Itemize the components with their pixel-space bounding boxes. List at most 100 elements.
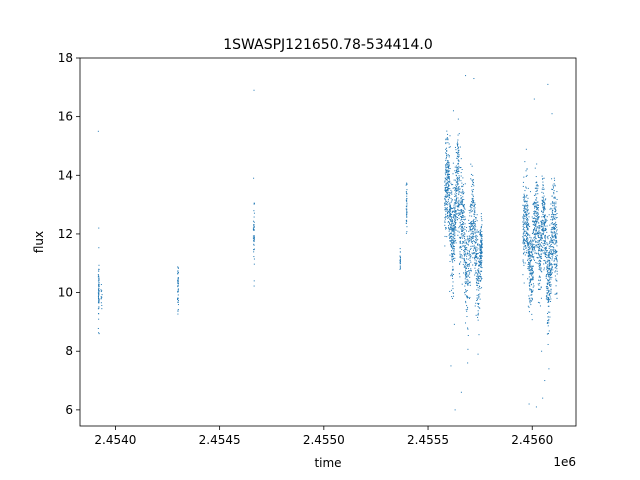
data-point — [478, 289, 480, 291]
data-point — [454, 240, 456, 242]
data-point — [460, 245, 462, 247]
data-point — [459, 237, 461, 239]
data-point — [464, 208, 466, 210]
data-point — [465, 275, 467, 277]
data-point — [467, 253, 469, 255]
data-point — [480, 227, 482, 229]
data-point — [459, 251, 461, 253]
data-point — [539, 256, 541, 258]
x-tick-label: 2.4555 — [407, 433, 449, 447]
data-point — [526, 211, 528, 213]
data-point — [471, 225, 473, 227]
data-point — [481, 234, 483, 236]
data-point — [462, 218, 464, 220]
data-point — [531, 294, 533, 296]
data-point — [472, 227, 474, 229]
data-point — [543, 267, 545, 269]
data-point — [526, 194, 528, 196]
data-point — [448, 208, 450, 210]
data-point — [253, 89, 255, 91]
data-point — [531, 278, 533, 280]
data-point — [477, 280, 479, 282]
data-point — [547, 311, 549, 313]
data-point — [447, 171, 449, 173]
data-point — [530, 259, 532, 261]
data-point — [464, 229, 466, 231]
data-point — [447, 217, 449, 219]
data-point — [447, 191, 449, 193]
data-point — [447, 183, 449, 185]
data-point — [550, 300, 552, 302]
data-point — [540, 267, 542, 269]
data-point — [527, 210, 529, 212]
data-point — [556, 297, 558, 299]
data-point — [480, 234, 482, 236]
data-point — [472, 234, 474, 236]
data-point — [480, 264, 482, 266]
data-point — [455, 200, 457, 202]
data-point — [555, 251, 557, 253]
data-point — [446, 170, 448, 172]
data-point — [478, 268, 480, 270]
data-point — [549, 224, 551, 226]
data-point — [454, 202, 456, 204]
data-point — [541, 196, 543, 198]
data-point — [541, 249, 543, 251]
data-point — [532, 265, 534, 267]
data-point — [536, 204, 538, 206]
data-point — [552, 216, 554, 218]
data-point — [540, 237, 542, 239]
data-point — [455, 191, 457, 193]
data-point — [463, 205, 465, 207]
data-point — [546, 333, 548, 335]
data-point — [445, 169, 447, 171]
data-point — [529, 191, 531, 193]
data-point — [535, 226, 537, 227]
data-point — [548, 279, 550, 281]
data-point — [457, 144, 459, 146]
data-point — [448, 175, 450, 177]
data-point — [461, 182, 463, 184]
data-point — [449, 180, 451, 182]
data-point — [471, 183, 473, 185]
data-point — [522, 225, 524, 227]
data-point — [481, 242, 483, 244]
data-point — [448, 181, 450, 183]
data-point — [476, 239, 478, 241]
data-point — [533, 204, 535, 206]
data-point — [551, 252, 553, 254]
data-point — [472, 233, 474, 235]
data-point — [97, 276, 99, 278]
data-point — [469, 284, 471, 286]
data-point — [523, 232, 525, 234]
data-point — [98, 297, 100, 299]
data-point — [543, 195, 545, 197]
data-point — [475, 263, 477, 265]
data-point — [468, 226, 470, 228]
data-point — [454, 257, 456, 259]
data-point — [448, 226, 450, 228]
data-point — [547, 268, 549, 270]
data-point — [467, 263, 469, 265]
data-point — [551, 210, 553, 212]
data-point — [476, 214, 478, 216]
data-point — [540, 235, 542, 237]
data-point — [445, 203, 447, 205]
data-point — [473, 236, 475, 238]
data-point — [459, 146, 461, 148]
data-point — [473, 222, 475, 224]
data-point — [533, 239, 535, 241]
data-point — [556, 259, 558, 261]
data-point — [253, 228, 255, 230]
data-point — [477, 273, 479, 275]
data-point — [526, 221, 528, 223]
data-point — [479, 249, 481, 251]
x-tick-label: 2.4545 — [199, 433, 241, 447]
data-point — [533, 211, 535, 213]
data-point — [470, 269, 472, 271]
data-point — [542, 181, 544, 183]
data-point — [538, 232, 540, 234]
data-point — [451, 260, 453, 262]
data-point — [456, 190, 458, 192]
data-point — [526, 232, 528, 234]
